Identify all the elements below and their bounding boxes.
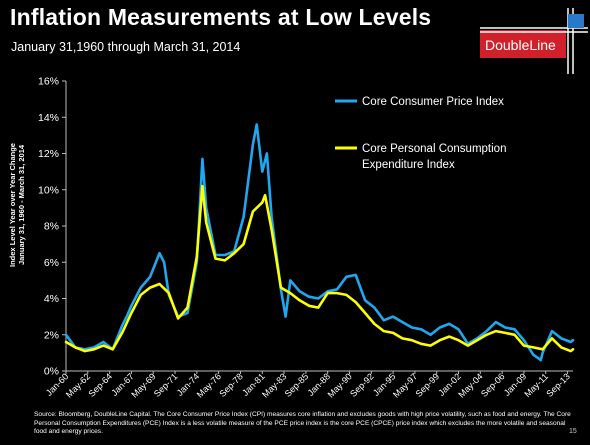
page-number: 15 bbox=[569, 428, 577, 435]
doubleline-logo: DoubleLine bbox=[480, 8, 588, 74]
x-tick-label: Sep-64 bbox=[86, 371, 114, 399]
x-tick-label: Sep-71 bbox=[152, 371, 180, 399]
y-tick-label: 8% bbox=[44, 221, 59, 233]
x-tick-label: Sep-78 bbox=[217, 371, 245, 399]
y-tick-label: 2% bbox=[44, 329, 59, 341]
line-chart: 0% 2% 4% 6% 8% 10% 12% 14% 16% Jan-60May-62Sep-6… bbox=[38, 76, 575, 400]
y-tick-label: 16% bbox=[38, 76, 59, 88]
y-tick-label: 12% bbox=[38, 148, 59, 160]
x-tick-label: May-83 bbox=[260, 371, 288, 399]
x-tick-label: Sep-85 bbox=[283, 371, 311, 399]
logo-red-block bbox=[480, 30, 566, 58]
x-tick-label: May-62 bbox=[64, 371, 92, 399]
y-axis-ticks: 0% 2% 4% 6% 8% 10% 12% 14% 16% bbox=[38, 76, 66, 378]
x-tick-label: Sep-06 bbox=[479, 371, 507, 399]
page-title: Inflation Measurements at Low Levels bbox=[10, 4, 432, 30]
x-tick-label: May-04 bbox=[456, 371, 484, 399]
x-tick-label: May-97 bbox=[391, 371, 419, 399]
legend-label-cpi: Core Consumer Price Index bbox=[362, 96, 504, 108]
x-tick-label: May-11 bbox=[522, 371, 550, 399]
logo-blue-square bbox=[568, 14, 584, 28]
x-tick-label: May-69 bbox=[129, 371, 157, 399]
y-tick-label: 4% bbox=[44, 293, 59, 305]
cpi-series-line bbox=[64, 123, 575, 362]
series-lines bbox=[64, 123, 575, 362]
legend-label-pce: Core Personal Consumption Expenditure Ind… bbox=[362, 143, 506, 171]
y-tick-label: 10% bbox=[38, 184, 59, 196]
source-note: Source: Bloomberg, DoubleLine Capital. T… bbox=[34, 411, 571, 436]
x-tick-label: Sep-13 bbox=[544, 371, 572, 399]
pce-series-line bbox=[64, 184, 575, 353]
page-subtitle: January 31,1960 through March 31, 2014 bbox=[11, 40, 241, 54]
y-tick-label: 0% bbox=[44, 366, 59, 378]
x-axis-ticks: Jan-60May-62Sep-64Jan-67May-69Sep-71Jan-… bbox=[44, 371, 572, 400]
y-tick-label: 14% bbox=[38, 112, 59, 124]
logo-text: DoubleLine bbox=[485, 37, 556, 53]
y-axis-label: Index Level Year over Year Change Januar… bbox=[8, 143, 26, 267]
x-tick-label: May-90 bbox=[326, 371, 354, 399]
x-tick-label: Sep-99 bbox=[414, 371, 442, 399]
x-tick-label: Sep-92 bbox=[348, 371, 376, 399]
chart-axes bbox=[65, 81, 573, 372]
chart-legend: Core Consumer Price Index Core Personal C… bbox=[335, 96, 506, 171]
y-tick-label: 6% bbox=[44, 257, 59, 269]
x-tick-label: May-76 bbox=[195, 371, 223, 399]
